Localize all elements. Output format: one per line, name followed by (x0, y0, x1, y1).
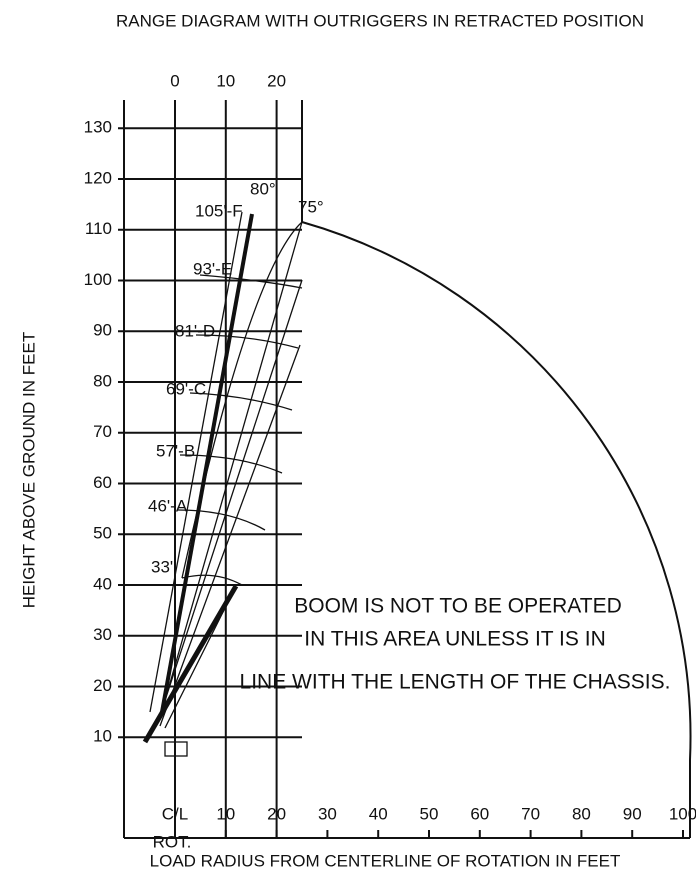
note: BOOM IS NOT TO BE OPERATED IN THIS AREA … (240, 595, 671, 694)
angle-label: 75° (298, 197, 324, 216)
x-tick-label: 70 (521, 804, 540, 823)
y-axis-label: HEIGHT ABOVE GROUND IN FEET (19, 332, 38, 608)
top-tick-label: 0 (170, 71, 179, 90)
x-tick-label: 20 (267, 804, 286, 823)
boom-label: 69'-C (166, 379, 206, 398)
y-tick-label: 10 (93, 727, 112, 746)
frame (123, 100, 692, 839)
x-tick-label: 30 (318, 804, 337, 823)
y-tick-label: 60 (93, 473, 112, 492)
x-tick-label: C/L (162, 804, 188, 823)
x-tick-label: 100 (669, 804, 696, 823)
x-tick-label: 60 (470, 804, 489, 823)
y-tick-label: 50 (93, 524, 112, 543)
x-tick-label: 90 (623, 804, 642, 823)
x-axis-sublabel: ROT. (153, 832, 192, 851)
x-axis-label: LOAD RADIUS FROM CENTERLINE OF ROTATION … (150, 851, 621, 870)
ticks: 10 20 30 40 50 60 70 80 90 100 110 120 130 0 10 20 C/L 10… (84, 71, 696, 838)
x-tick-label: 40 (369, 804, 388, 823)
y-tick-label: 40 (93, 574, 112, 593)
angle-label: 80° (250, 179, 276, 198)
y-tick-label: 90 (93, 321, 112, 340)
boom-label: 57'-B (156, 441, 195, 460)
y-tick-label: 20 (93, 676, 112, 695)
boom-label: 33' (151, 557, 173, 576)
note-line: LINE WITH THE LENGTH OF THE CHASSIS. (240, 671, 671, 694)
top-tick-label: 10 (216, 71, 235, 90)
boom-label: 81'-D (175, 321, 215, 340)
x-tick-label: 50 (420, 804, 439, 823)
boom-label: 46'-A (148, 496, 188, 515)
y-tick-label: 70 (93, 422, 112, 441)
note-line: IN THIS AREA UNLESS IT IS IN (304, 628, 606, 651)
title: RANGE DIAGRAM WITH OUTRIGGERS IN RETRACT… (116, 11, 644, 30)
y-tick-label: 120 (84, 168, 112, 187)
y-tick-label: 30 (93, 625, 112, 644)
y-tick-label: 100 (84, 270, 112, 289)
y-tick-label: 130 (84, 118, 112, 137)
y-tick-label: 110 (85, 219, 112, 238)
y-tick-label: 80 (93, 371, 112, 390)
boom-labels: 105'-F 93'-E 81'-D 69'-C 57'-B 46'-A 33'… (148, 179, 324, 576)
x-tick-label: 10 (216, 804, 235, 823)
x-tick-label: 80 (572, 804, 591, 823)
top-tick-label: 20 (267, 71, 286, 90)
boom-label: 105'-F (195, 201, 243, 220)
boom-label: 93'-E (193, 259, 232, 278)
note-line: BOOM IS NOT TO BE OPERATED (294, 595, 622, 618)
